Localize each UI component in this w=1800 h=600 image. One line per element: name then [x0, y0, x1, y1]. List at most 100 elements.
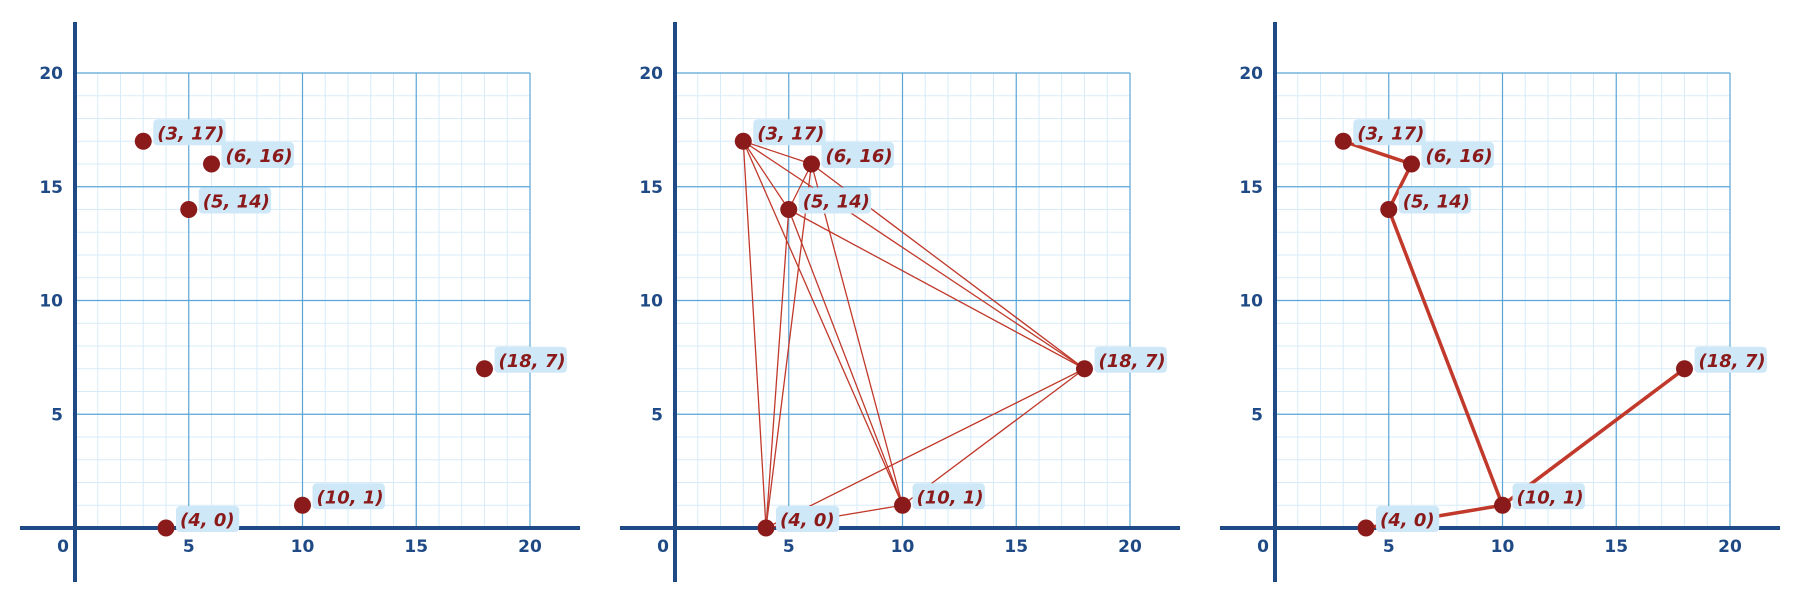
- point-label: (4, 0): [1380, 510, 1435, 531]
- point-label: (3, 17): [757, 123, 824, 144]
- point-label-bg: [1376, 506, 1440, 532]
- data-point: [1076, 360, 1093, 378]
- path-segment: [1387, 207, 1505, 507]
- point-label-bg: [221, 142, 294, 168]
- point-label: (6, 16): [226, 146, 293, 167]
- data-point: [294, 496, 311, 514]
- data-point: [734, 132, 752, 150]
- y-tick-label: 5: [51, 405, 63, 425]
- x-tick-label: 10: [291, 537, 315, 557]
- x-tick-label: 0: [57, 537, 69, 557]
- data-point: [476, 360, 493, 378]
- y-tick-label: 10: [1239, 292, 1263, 312]
- data-point: [1676, 360, 1693, 378]
- x-tick-label: 10: [1491, 537, 1515, 557]
- connection-line: [810, 163, 904, 506]
- data-point: [1494, 496, 1511, 514]
- x-tick-label: 5: [183, 537, 195, 557]
- data-point: [203, 155, 220, 173]
- data-point: [780, 201, 798, 218]
- chart-panel-1: 0 5 10 15 20 5 10 15 20 (3, 17)(6, 16) (5, 14) (18,…: [20, 22, 580, 582]
- data-point: [157, 519, 175, 537]
- path-segment: [1500, 367, 1687, 507]
- x-tick-label: 5: [783, 537, 795, 557]
- x-tick-label: 15: [1604, 537, 1628, 557]
- connection-line: [742, 140, 1086, 370]
- chart-panel-2: 0 5 10 15 20 5 10 15 20 (3, 17)(6, 16) (5, 14) (18,…: [620, 22, 1180, 582]
- connection-line: [765, 208, 790, 529]
- point-label: (18, 7): [1099, 351, 1166, 372]
- point-label: (6, 16): [1426, 146, 1493, 167]
- point-label: (5, 14): [203, 192, 270, 213]
- connection-line: [742, 140, 813, 165]
- connection-line: [742, 140, 790, 211]
- point-label-bg: [1398, 187, 1472, 214]
- point-label: (10, 1): [317, 487, 384, 508]
- point-label: (10, 1): [917, 487, 984, 508]
- x-tick-label: 15: [1004, 537, 1028, 557]
- y-tick-label: 5: [651, 405, 663, 425]
- y-tick-label: 10: [39, 292, 63, 312]
- edges: [1341, 139, 1687, 530]
- data-point: [1357, 519, 1375, 537]
- x-tick-label: 15: [404, 537, 428, 557]
- major-grid: [1275, 72, 1731, 528]
- x-tick-label: 0: [1257, 537, 1269, 557]
- point-label-bg: [1694, 346, 1767, 373]
- point-label: (18, 7): [1699, 351, 1766, 372]
- point-label-bg: [176, 506, 240, 532]
- point-label-bg: [1512, 483, 1585, 510]
- point-label-bg: [912, 483, 985, 510]
- connection-line: [901, 368, 1086, 506]
- x-tick-label: 10: [891, 537, 915, 557]
- y-tick-label: 5: [1251, 405, 1263, 425]
- point-label-bg: [494, 346, 567, 373]
- point-label-bg: [198, 187, 272, 214]
- data-point: [1380, 201, 1398, 218]
- data-point: [1403, 155, 1420, 173]
- point-label-bg: [1353, 119, 1426, 146]
- data-point: [894, 496, 911, 514]
- point-label: (10, 1): [1517, 487, 1584, 508]
- y-tick-label: 10: [639, 292, 663, 312]
- point-label-bg: [1094, 346, 1167, 373]
- point-label: (4, 0): [780, 510, 835, 531]
- x-tick-label: 20: [1718, 537, 1742, 557]
- point-label-bg: [798, 187, 872, 214]
- connection-line: [742, 140, 904, 506]
- connection-line: [788, 208, 904, 506]
- data-point: [1334, 132, 1352, 150]
- y-tick-label: 20: [639, 64, 663, 84]
- data-point: [803, 155, 820, 173]
- point-label-bg: [753, 119, 826, 146]
- connection-line: [742, 140, 767, 529]
- point-label: (18, 7): [499, 351, 566, 372]
- data-point: [180, 201, 198, 218]
- connection-line: [765, 368, 1086, 529]
- connection-line: [788, 208, 1086, 370]
- y-tick-label: 15: [39, 178, 63, 198]
- point-label-bg: [312, 483, 385, 510]
- point-label-bg: [821, 142, 894, 168]
- y-tick-label: 15: [1239, 178, 1263, 198]
- major-grid: [675, 72, 1131, 528]
- point-label: (3, 17): [1357, 123, 1424, 144]
- connection-line: [765, 163, 813, 529]
- point-label: (4, 0): [180, 510, 235, 531]
- edges: [742, 140, 1086, 529]
- path-segment: [1341, 139, 1414, 166]
- x-tick-label: 20: [1118, 537, 1142, 557]
- point-label: (3, 17): [157, 123, 224, 144]
- y-tick-label: 15: [639, 178, 663, 198]
- point-label-bg: [1421, 142, 1494, 168]
- x-tick-label: 20: [518, 537, 542, 557]
- point-label: (6, 16): [826, 146, 893, 167]
- data-point: [134, 132, 152, 150]
- point-label-bg: [776, 506, 840, 532]
- y-tick-label: 20: [39, 64, 63, 84]
- point-label: (5, 14): [1403, 192, 1470, 213]
- point-label-bg: [153, 119, 226, 146]
- point-label: (5, 14): [803, 192, 870, 213]
